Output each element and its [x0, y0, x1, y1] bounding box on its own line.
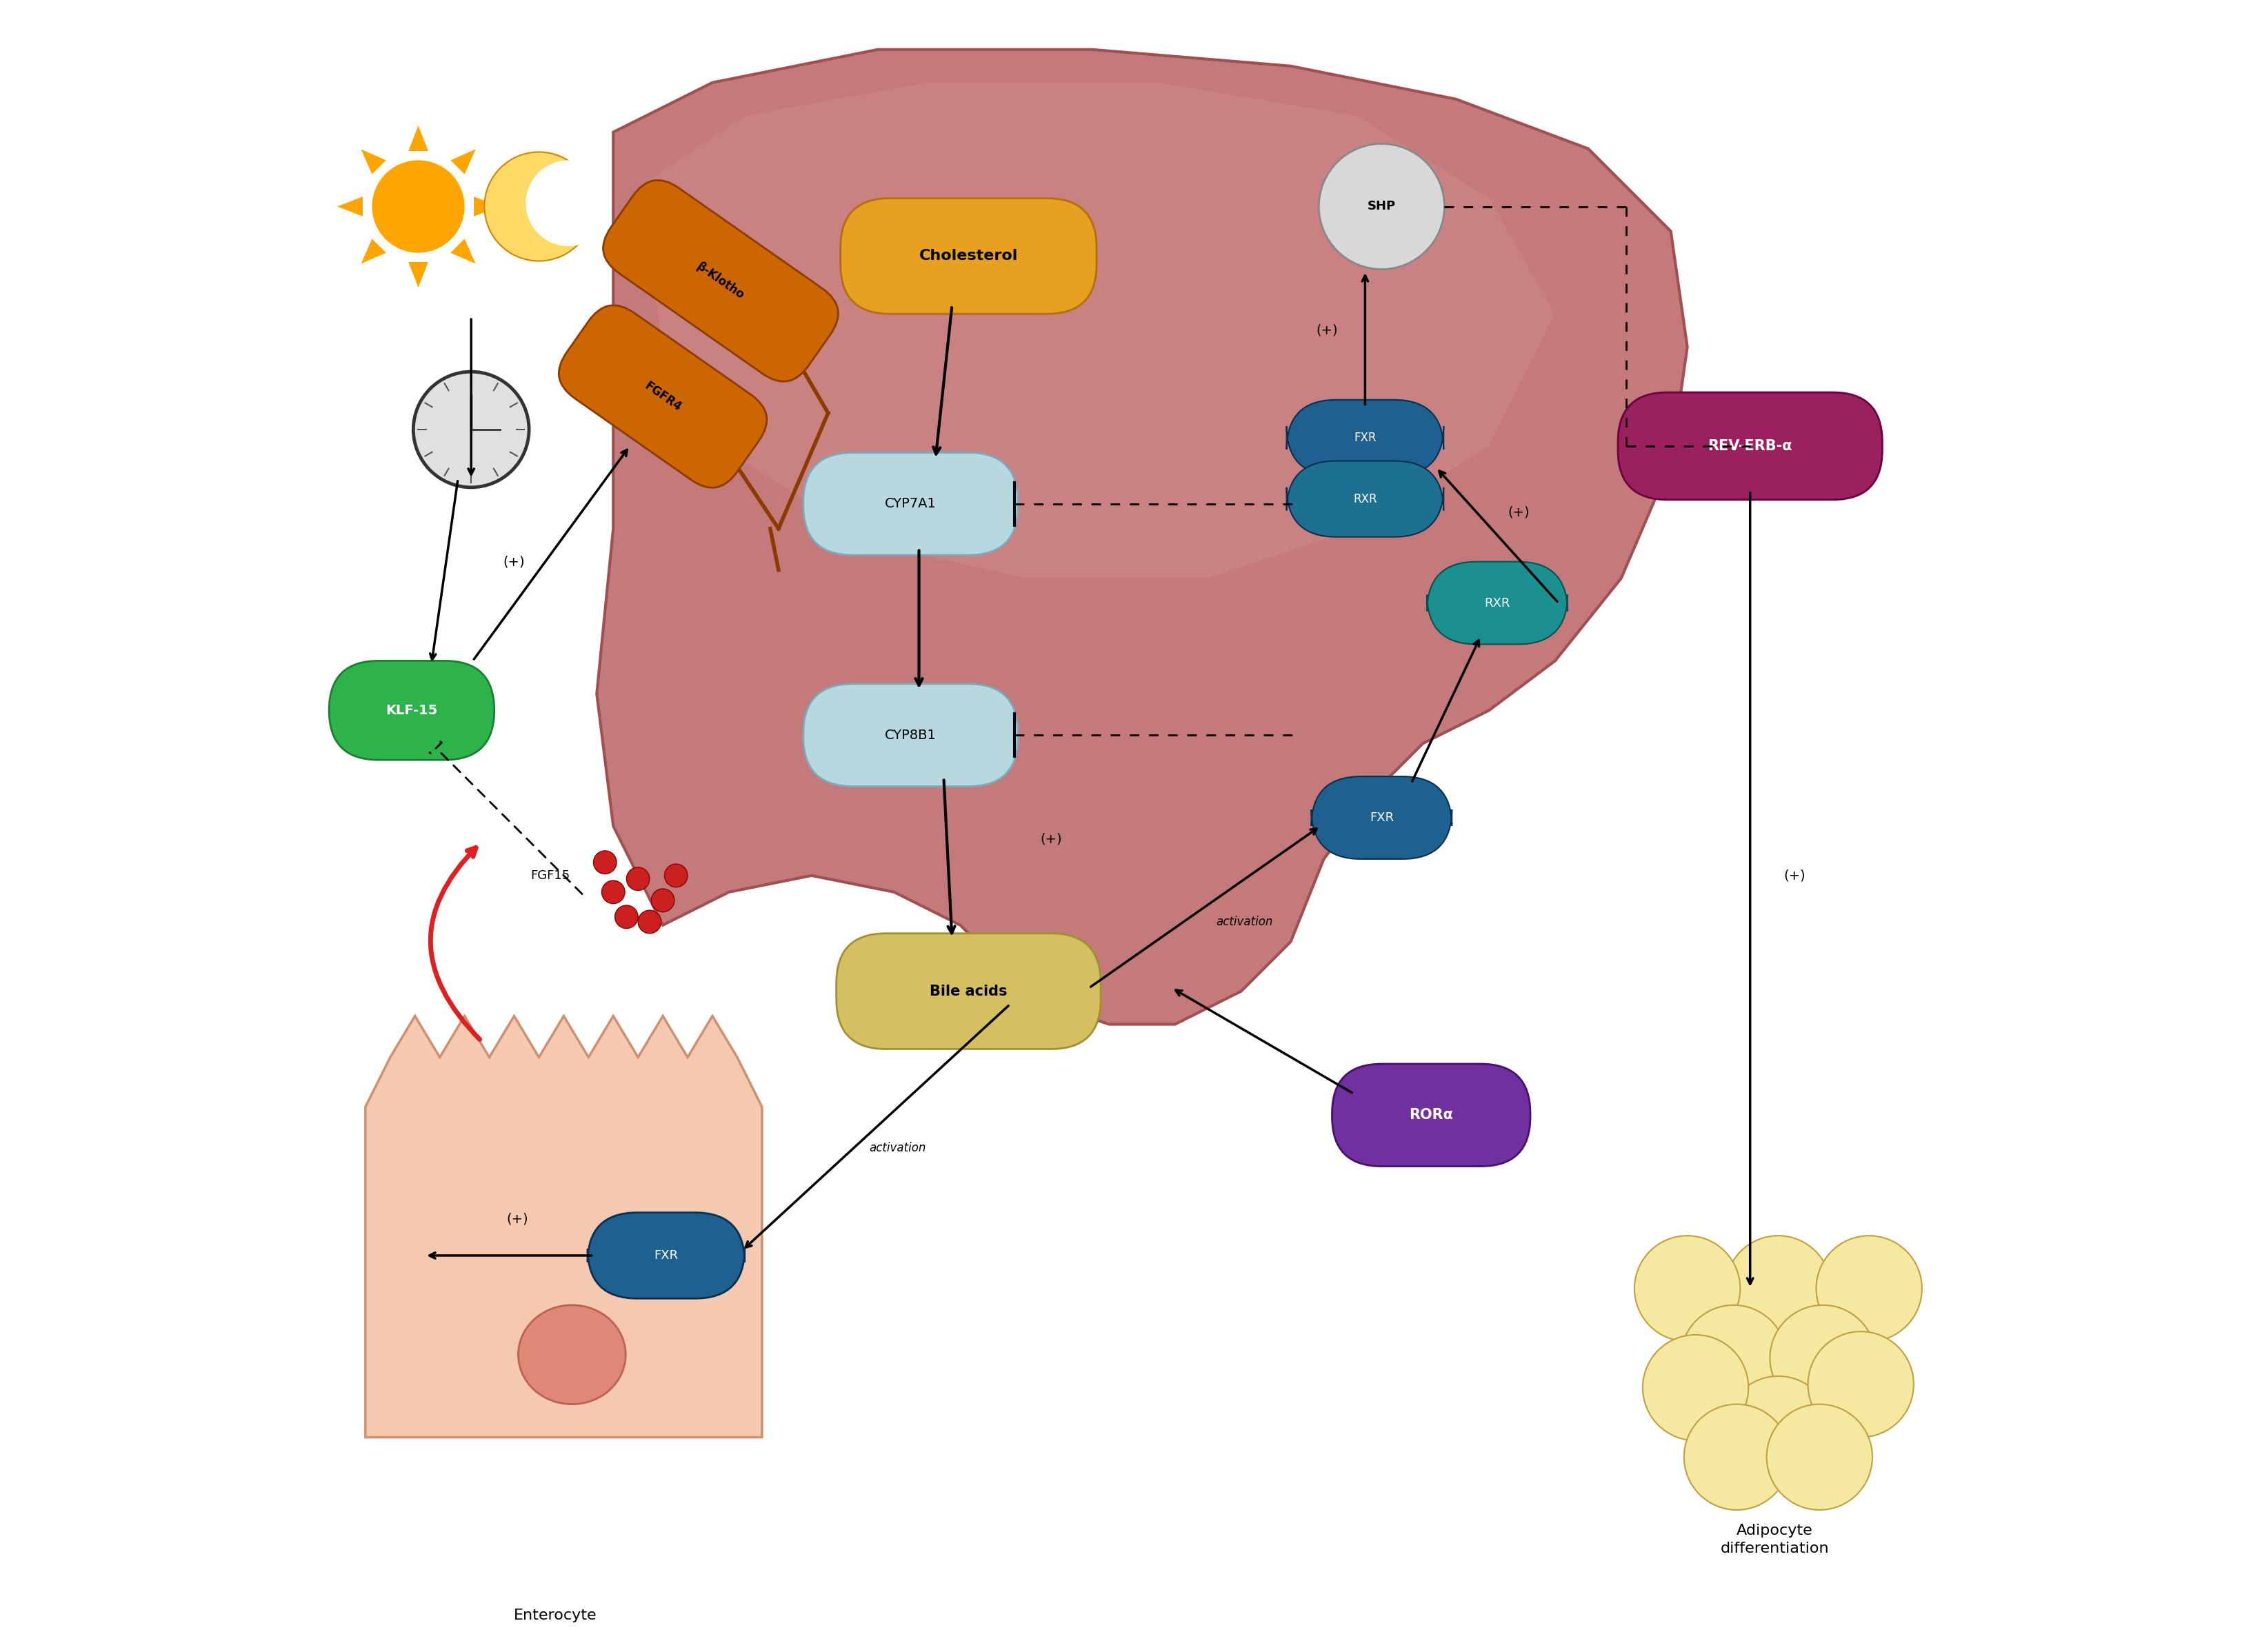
FancyBboxPatch shape [603, 180, 837, 382]
Polygon shape [597, 50, 1688, 1024]
Text: CYP7A1: CYP7A1 [885, 497, 936, 510]
FancyBboxPatch shape [588, 1213, 745, 1298]
Circle shape [527, 160, 612, 246]
Text: FXR: FXR [1369, 811, 1393, 824]
Text: KLF-15: KLF-15 [385, 704, 437, 717]
Text: (+): (+) [1040, 833, 1062, 846]
Text: (+): (+) [504, 555, 524, 568]
Polygon shape [360, 240, 385, 264]
Text: activation: activation [1216, 915, 1272, 928]
Polygon shape [646, 83, 1555, 578]
Polygon shape [338, 197, 362, 216]
Text: CYP8B1: CYP8B1 [885, 729, 936, 742]
Circle shape [1724, 1376, 1830, 1482]
FancyBboxPatch shape [1618, 393, 1882, 499]
Circle shape [1724, 1236, 1830, 1341]
Text: FGF15: FGF15 [531, 869, 570, 882]
Circle shape [601, 881, 626, 904]
FancyBboxPatch shape [558, 306, 768, 487]
Text: (+): (+) [1508, 506, 1531, 519]
Circle shape [1684, 1404, 1790, 1510]
Circle shape [615, 905, 637, 928]
Text: RORα: RORα [1409, 1108, 1454, 1122]
FancyBboxPatch shape [804, 453, 1017, 555]
Polygon shape [365, 1016, 763, 1437]
Circle shape [484, 152, 594, 261]
Text: FXR: FXR [655, 1249, 678, 1262]
Circle shape [414, 372, 529, 487]
Circle shape [626, 867, 651, 890]
Text: Enterocyte: Enterocyte [513, 1609, 597, 1622]
Polygon shape [360, 149, 385, 173]
Ellipse shape [936, 953, 1051, 1044]
FancyBboxPatch shape [840, 198, 1096, 314]
FancyBboxPatch shape [329, 661, 495, 760]
Text: (+): (+) [1783, 869, 1805, 882]
Text: (+): (+) [506, 1213, 529, 1226]
Circle shape [1767, 1404, 1873, 1510]
Circle shape [1817, 1236, 1922, 1341]
Text: FXR: FXR [1353, 431, 1375, 444]
Circle shape [651, 889, 675, 912]
Circle shape [1634, 1236, 1740, 1341]
Text: β-Klotho: β-Klotho [696, 259, 747, 302]
Polygon shape [407, 263, 428, 287]
Circle shape [1769, 1305, 1875, 1411]
Circle shape [1808, 1332, 1913, 1437]
FancyBboxPatch shape [1312, 776, 1452, 859]
FancyBboxPatch shape [1333, 1064, 1531, 1166]
Text: Adipocyte
differentiation: Adipocyte differentiation [1720, 1523, 1830, 1556]
Text: FGFR4: FGFR4 [642, 380, 684, 413]
Circle shape [1319, 144, 1445, 269]
Text: (+): (+) [1317, 324, 1337, 337]
Text: Bile acids: Bile acids [930, 985, 1006, 998]
FancyBboxPatch shape [1288, 461, 1443, 537]
Text: RXR: RXR [1483, 596, 1510, 610]
FancyBboxPatch shape [1427, 562, 1567, 644]
Text: activation: activation [869, 1142, 925, 1155]
Text: Cholesterol: Cholesterol [918, 249, 1017, 263]
Polygon shape [407, 126, 428, 150]
Text: SHP: SHP [1366, 200, 1396, 213]
FancyBboxPatch shape [804, 684, 1017, 786]
Circle shape [637, 910, 662, 933]
Ellipse shape [518, 1305, 626, 1404]
FancyBboxPatch shape [837, 933, 1101, 1049]
Text: RXR: RXR [1353, 492, 1378, 506]
Polygon shape [473, 197, 500, 216]
Circle shape [1643, 1335, 1749, 1441]
Polygon shape [450, 240, 475, 264]
Text: REV-ERB-α: REV-ERB-α [1709, 439, 1792, 453]
Circle shape [1681, 1305, 1787, 1411]
Circle shape [594, 851, 617, 874]
FancyArrowPatch shape [430, 847, 479, 1039]
Circle shape [371, 160, 464, 253]
Circle shape [664, 864, 687, 887]
FancyBboxPatch shape [1288, 400, 1443, 476]
Polygon shape [450, 149, 475, 173]
